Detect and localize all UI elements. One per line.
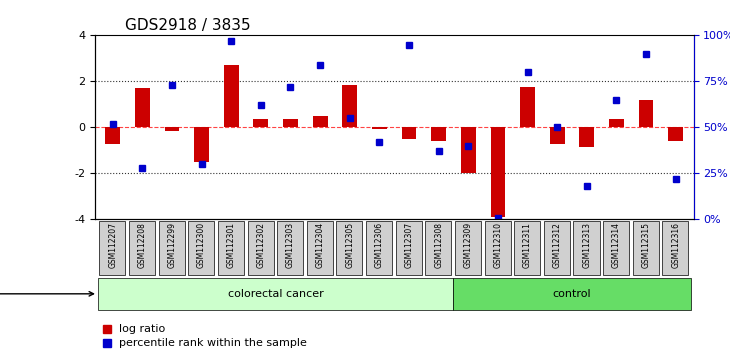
Bar bbox=[253, 119, 268, 127]
FancyBboxPatch shape bbox=[662, 221, 688, 275]
Text: GSM112308: GSM112308 bbox=[434, 222, 443, 268]
FancyBboxPatch shape bbox=[514, 221, 540, 275]
Text: GSM112207: GSM112207 bbox=[108, 222, 118, 268]
Text: percentile rank within the sample: percentile rank within the sample bbox=[119, 338, 307, 348]
Text: log ratio: log ratio bbox=[119, 324, 165, 334]
Text: GSM112313: GSM112313 bbox=[583, 222, 591, 268]
FancyBboxPatch shape bbox=[218, 221, 244, 275]
FancyBboxPatch shape bbox=[99, 221, 126, 275]
Text: GSM112299: GSM112299 bbox=[167, 222, 177, 268]
Bar bbox=[668, 127, 683, 141]
Bar bbox=[520, 87, 535, 127]
Bar bbox=[372, 127, 387, 129]
FancyBboxPatch shape bbox=[574, 221, 599, 275]
Bar bbox=[105, 127, 120, 144]
Bar bbox=[164, 127, 180, 131]
Text: GSM112311: GSM112311 bbox=[523, 222, 532, 268]
Text: GSM112306: GSM112306 bbox=[375, 222, 384, 268]
FancyBboxPatch shape bbox=[426, 221, 451, 275]
FancyBboxPatch shape bbox=[247, 221, 274, 275]
FancyBboxPatch shape bbox=[366, 221, 392, 275]
Bar bbox=[491, 127, 505, 217]
Bar bbox=[402, 127, 416, 139]
Bar bbox=[342, 85, 357, 127]
Bar bbox=[283, 119, 298, 127]
Bar bbox=[639, 100, 653, 127]
FancyBboxPatch shape bbox=[188, 221, 215, 275]
Bar bbox=[580, 127, 594, 147]
FancyBboxPatch shape bbox=[337, 221, 363, 275]
FancyBboxPatch shape bbox=[633, 221, 659, 275]
Bar bbox=[312, 116, 328, 127]
FancyBboxPatch shape bbox=[98, 278, 453, 310]
Text: GSM112307: GSM112307 bbox=[404, 222, 413, 268]
Text: GSM112312: GSM112312 bbox=[553, 222, 561, 268]
FancyBboxPatch shape bbox=[129, 221, 155, 275]
Text: GSM112309: GSM112309 bbox=[464, 222, 473, 268]
Text: GSM112303: GSM112303 bbox=[286, 222, 295, 268]
FancyBboxPatch shape bbox=[307, 221, 333, 275]
FancyBboxPatch shape bbox=[603, 221, 629, 275]
Bar bbox=[135, 88, 150, 127]
Text: GSM112301: GSM112301 bbox=[227, 222, 236, 268]
Bar bbox=[550, 127, 564, 144]
Text: GDS2918 / 3835: GDS2918 / 3835 bbox=[125, 18, 250, 33]
FancyBboxPatch shape bbox=[455, 221, 481, 275]
Bar bbox=[461, 127, 476, 173]
FancyBboxPatch shape bbox=[277, 221, 303, 275]
Text: GSM112316: GSM112316 bbox=[671, 222, 680, 268]
Text: GSM112208: GSM112208 bbox=[138, 222, 147, 268]
Text: colorectal cancer: colorectal cancer bbox=[228, 289, 323, 299]
Text: GSM112314: GSM112314 bbox=[612, 222, 621, 268]
FancyBboxPatch shape bbox=[158, 221, 185, 275]
Bar bbox=[609, 119, 624, 127]
Bar bbox=[224, 65, 239, 127]
Bar bbox=[431, 127, 446, 141]
Text: control: control bbox=[553, 289, 591, 299]
Text: GSM112315: GSM112315 bbox=[642, 222, 650, 268]
FancyBboxPatch shape bbox=[544, 221, 570, 275]
FancyBboxPatch shape bbox=[485, 221, 511, 275]
Text: GSM112300: GSM112300 bbox=[197, 222, 206, 268]
Text: disease state: disease state bbox=[0, 289, 93, 299]
FancyBboxPatch shape bbox=[453, 278, 691, 310]
Bar bbox=[194, 127, 209, 162]
Text: GSM112304: GSM112304 bbox=[315, 222, 325, 268]
Text: GSM112310: GSM112310 bbox=[493, 222, 502, 268]
Text: GSM112305: GSM112305 bbox=[345, 222, 354, 268]
FancyBboxPatch shape bbox=[396, 221, 422, 275]
Text: GSM112302: GSM112302 bbox=[256, 222, 265, 268]
